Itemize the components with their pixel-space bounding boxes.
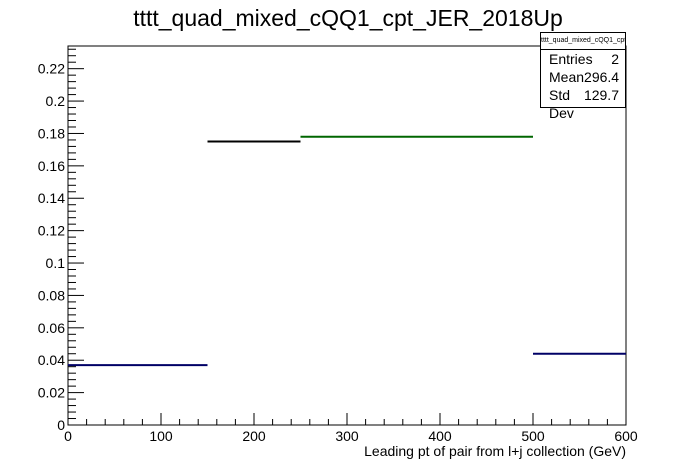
x-axis-title: Leading pt of pair from l+j collection (…: [364, 443, 626, 459]
histogram-bins: [68, 135, 626, 367]
chart-title: tttt_quad_mixed_cQQ1_cpt_JER_2018Up: [133, 5, 563, 31]
y-tick-label: 0.14: [38, 190, 65, 206]
y-tick-label: 0.02: [38, 385, 65, 401]
x-tick-label: 600: [614, 428, 638, 444]
stats-stddev-value: 129.7: [583, 87, 619, 103]
stats-histogram-name: tttt_quad_mixed_cQQ1_cpt_JER_2018Up: [541, 33, 625, 50]
y-tick-label: 0.22: [38, 61, 65, 77]
y-tick-label: 0.08: [38, 287, 65, 303]
y-tick-label: 0.04: [38, 352, 65, 368]
stats-stddev-label: Std Dev: [549, 87, 574, 121]
stats-row-stddev: Std Dev 129.7: [541, 86, 625, 121]
y-tick-label: 0.1: [46, 255, 66, 271]
stats-box: tttt_quad_mixed_cQQ1_cpt_JER_2018Up Entr…: [540, 32, 626, 121]
stats-row-entries: Entries 2: [541, 50, 625, 68]
y-tick-label: 0.12: [38, 223, 65, 239]
x-tick-label: 200: [242, 428, 266, 444]
stats-mean-value: 296.4: [584, 69, 620, 85]
axes: 0 100 200 300 400 500 600 0 0.02 0.04 0.06 0.08 0.1 0…: [38, 48, 638, 444]
stats-row-mean: Mean 296.4: [541, 68, 625, 86]
y-tick-label: 0: [57, 417, 65, 433]
y-tick-label: 0.16: [38, 158, 65, 174]
stats-mean-label: Mean: [549, 69, 585, 85]
y-tick-label: 0.18: [38, 125, 65, 141]
stats-entries-value: 2: [611, 51, 619, 67]
x-tick-label: 400: [428, 428, 452, 444]
y-tick-label: 0.2: [46, 93, 66, 109]
x-tick-label: 0: [64, 428, 72, 444]
stats-entries-label: Entries: [549, 51, 593, 67]
x-tick-label: 300: [335, 428, 359, 444]
x-tick-label: 500: [521, 428, 545, 444]
x-tick-label: 100: [149, 428, 173, 444]
y-tick-label: 0.06: [38, 320, 65, 336]
